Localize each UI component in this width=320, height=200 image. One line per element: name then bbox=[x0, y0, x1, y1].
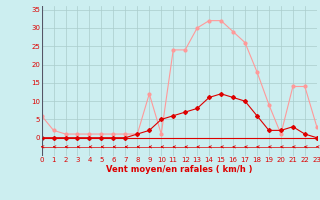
X-axis label: Vent moyen/en rafales ( km/h ): Vent moyen/en rafales ( km/h ) bbox=[106, 165, 252, 174]
